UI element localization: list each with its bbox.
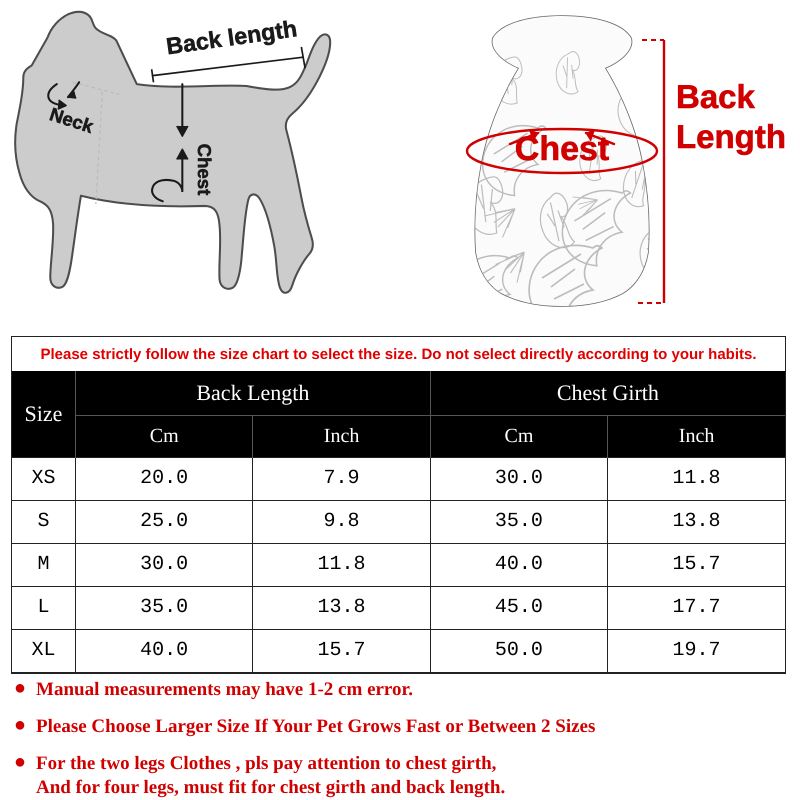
svg-text:Back: Back	[676, 78, 756, 115]
svg-text:Chest: Chest	[193, 144, 213, 196]
svg-text:Back length: Back length	[165, 16, 299, 60]
svg-text:Chest: Chest	[515, 130, 609, 168]
svg-text:Length: Length	[676, 118, 786, 155]
